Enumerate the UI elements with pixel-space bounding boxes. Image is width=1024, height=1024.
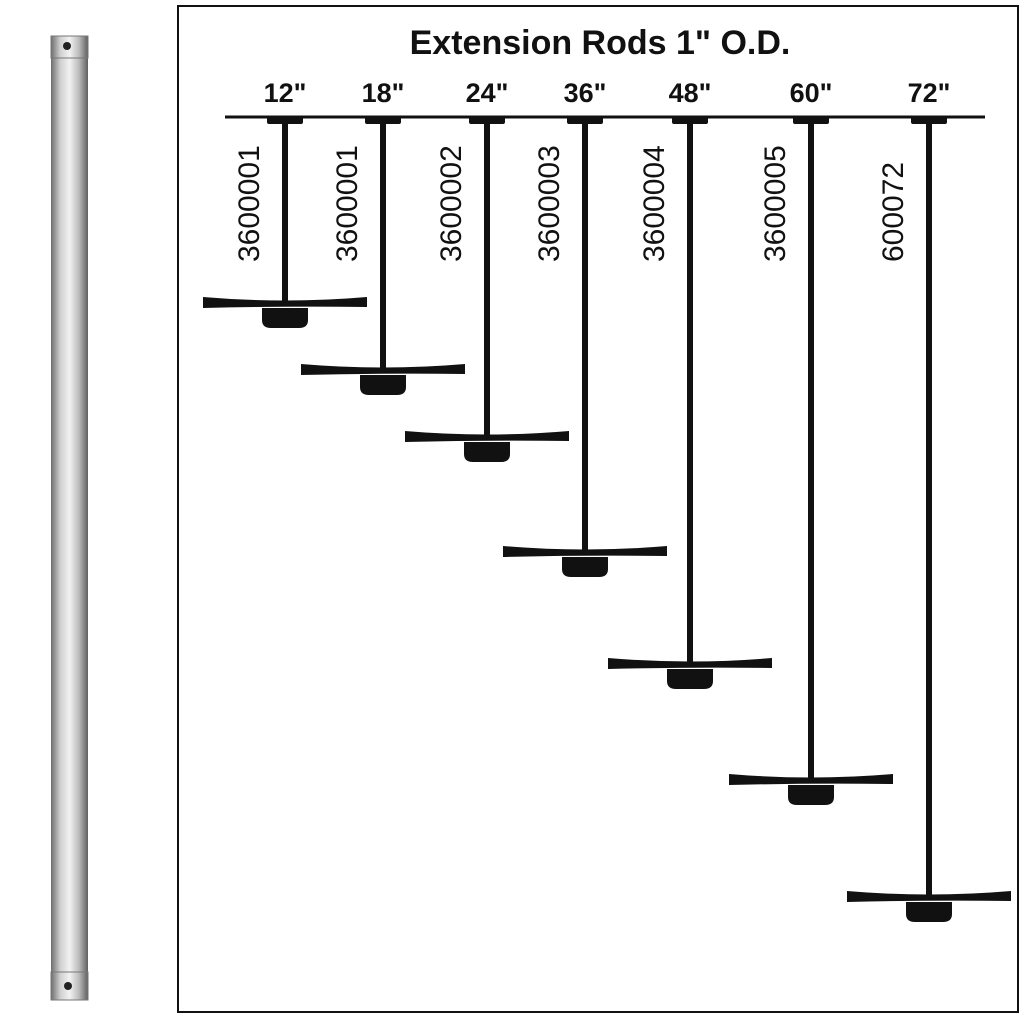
rod-line [808,120,814,779]
part-number: 3600002 [435,145,468,262]
rod-length: 48" [669,78,712,108]
fan-blades [203,297,367,308]
rod: 12" 3600001 [203,78,367,328]
rod-length: 18" [362,78,405,108]
rod: 24" 3600002 [405,78,569,462]
fan-motor [906,902,952,922]
rod-length: 36" [564,78,607,108]
rod-length: 72" [908,78,951,108]
part-number: 3600001 [331,145,364,262]
fan-blades [729,774,893,785]
fan-blades [847,891,1011,902]
rods: 12" 3600001 18" 3600001 24" 3600002 36" 3600003… [203,78,1011,922]
fan-motor [667,669,713,689]
part-number: 3600004 [638,145,671,262]
rod: 60" 3600005 [729,78,893,805]
part-number: 3600003 [533,145,566,262]
rod-line [687,120,693,663]
fan-blades [405,431,569,442]
fan-blades [608,658,772,669]
fan-motor [262,308,308,328]
rod: 36" 3600003 [503,78,667,577]
rod-length: 24" [466,78,509,108]
rod-line [282,120,288,302]
rod: 72" 600072 [847,78,1011,922]
fan-motor [464,442,510,462]
rod-line [484,120,490,436]
frame [177,5,1019,1013]
fan-motor [788,785,834,805]
rod-photo [50,35,89,1001]
rod-length: 60" [790,78,833,108]
part-number: 3600001 [233,145,266,262]
rod: 18" 3600001 [301,78,465,395]
rod: 48" 3600004 [608,78,772,689]
rod-line [582,120,588,551]
part-number: 600072 [877,162,910,262]
rod-line [380,120,386,369]
rod-length: 12" [264,78,307,108]
rod-line [926,120,932,896]
fan-motor [360,375,406,395]
fan-blades [301,364,465,375]
fan-motor [562,557,608,577]
part-number: 3600005 [759,145,792,262]
fan-blades [503,546,667,557]
diagram-title: Extension Rods 1" O.D. [410,24,791,62]
